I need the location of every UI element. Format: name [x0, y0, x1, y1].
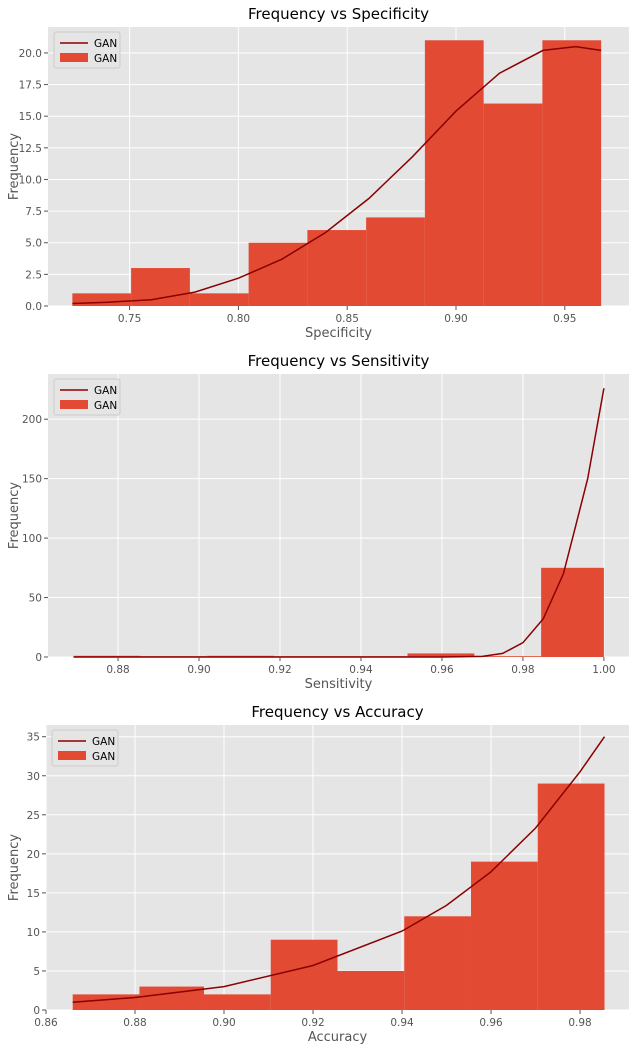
histogram-bar: [537, 783, 605, 1010]
histogram-bar: [483, 103, 543, 306]
histogram-bar: [474, 656, 542, 657]
y-tick-label: 7.5: [25, 206, 42, 218]
legend: GAN GAN: [53, 378, 121, 416]
x-tick-label: 1.00: [592, 664, 615, 676]
legend-bar-label: GAN: [94, 400, 117, 412]
legend-bar-swatch: [60, 400, 88, 409]
histogram-bar: [337, 970, 405, 1010]
y-tick-label: 20: [27, 849, 40, 861]
y-tick-label: 0: [35, 652, 42, 664]
histogram-bar: [542, 40, 602, 307]
histogram-bar: [72, 293, 132, 306]
histogram-bar: [307, 230, 367, 306]
legend-bar-label: GAN: [94, 53, 117, 65]
legend-bar-swatch: [58, 751, 86, 760]
y-tick-label: 200: [22, 414, 42, 426]
y-tick-label: 2.5: [25, 269, 42, 281]
y-tick-label: 150: [22, 474, 42, 486]
x-tick-label: 0.96: [430, 664, 454, 676]
histogram-bar: [471, 861, 538, 1010]
chart-title: Frequency vs Accuracy: [251, 703, 423, 721]
y-tick-label: 10: [27, 927, 40, 939]
x-tick-label: 0.94: [349, 664, 373, 676]
y-tick-label: 50: [29, 593, 42, 605]
chart-title: Frequency vs Specificity: [248, 5, 429, 23]
x-tick-label: 0.85: [336, 313, 359, 325]
density-curve: [72, 45, 602, 305]
x-tick-label: 0.98: [568, 1017, 591, 1029]
histogram-bar: [404, 916, 472, 1010]
histogram-bar: [270, 939, 338, 1010]
y-tick-label: 100: [22, 533, 42, 545]
legend: GAN GAN: [51, 729, 119, 767]
legend-line-label: GAN: [94, 385, 117, 397]
y-axis-label: Frequency: [7, 133, 22, 200]
legend-line-label: GAN: [94, 38, 117, 50]
x-tick-label: 0.92: [268, 664, 291, 676]
histogram-bar: [203, 994, 271, 1010]
x-tick-label: 0.80: [227, 313, 250, 325]
y-tick-label: 30: [27, 771, 40, 783]
x-tick-label: 0.88: [106, 664, 129, 676]
y-tick-label: 5: [33, 966, 40, 978]
histogram-bar: [407, 653, 475, 657]
x-tick-label: 0.75: [118, 313, 141, 325]
histogram-bar: [366, 217, 425, 306]
x-tick-label: 0.95: [553, 313, 576, 325]
y-tick-label: 0: [33, 1005, 40, 1017]
legend-bar-swatch: [60, 53, 88, 62]
x-tick-label: 0.98: [511, 664, 534, 676]
plot-background: [48, 374, 629, 657]
y-tick-label: 20.0: [19, 48, 42, 60]
y-tick-label: 15: [27, 888, 40, 900]
legend-bar-label: GAN: [92, 751, 115, 763]
x-tick-label: 0.86: [34, 1017, 58, 1029]
histogram-bar: [189, 293, 249, 306]
chart-title: Frequency vs Sensitivity: [248, 352, 430, 370]
x-tick-label: 0.96: [479, 1017, 503, 1029]
density-curve: [72, 736, 606, 1003]
x-tick-label: 0.94: [390, 1017, 414, 1029]
histogram-bars: [72, 40, 602, 307]
x-tick-label: 0.90: [212, 1017, 235, 1029]
y-tick-label: 5.0: [25, 238, 42, 250]
y-tick-label: 35: [27, 732, 40, 744]
chart-3: 0.86 0.88 0.90 0.92 0.94 0.96 0.98 0 5 10 15 20 25 30…: [7, 703, 629, 1045]
histogram-bar: [424, 40, 484, 307]
y-tick-label: 0.0: [25, 301, 42, 313]
y-tick-label: 10.0: [19, 174, 42, 186]
chart-2: 0.88 0.90 0.92 0.94 0.96 0.98 1.00 0 50 100 150 200…: [7, 352, 629, 692]
y-tick-label: 12.5: [19, 143, 42, 155]
histogram-bars: [72, 783, 605, 1010]
y-tick-label: 25: [27, 810, 40, 822]
y-tick-label: 17.5: [19, 80, 42, 92]
x-axis-label: Specificity: [305, 326, 372, 341]
chart-1: 0.75 0.80 0.85 0.90 0.95 0.0 2.5 5.0 7.5 10.0 12.5…: [7, 5, 629, 341]
y-tick-label: 15.0: [19, 111, 42, 123]
x-tick-label: 0.92: [301, 1017, 324, 1029]
y-axis-label: Frequency: [7, 834, 22, 901]
y-axis-label: Frequency: [7, 482, 22, 549]
x-tick-label: 0.90: [444, 313, 467, 325]
histogram-bar: [541, 567, 604, 657]
histogram-bar: [248, 242, 308, 306]
x-tick-label: 0.88: [123, 1017, 146, 1029]
histogram-bar: [139, 986, 204, 1010]
x-tick-label: 0.90: [187, 664, 210, 676]
density-curve: [73, 388, 605, 658]
x-axis-label: Accuracy: [308, 1030, 368, 1045]
x-axis-label: Sensitivity: [305, 677, 373, 692]
legend: GAN GAN: [53, 31, 121, 69]
legend-line-label: GAN: [92, 736, 115, 748]
